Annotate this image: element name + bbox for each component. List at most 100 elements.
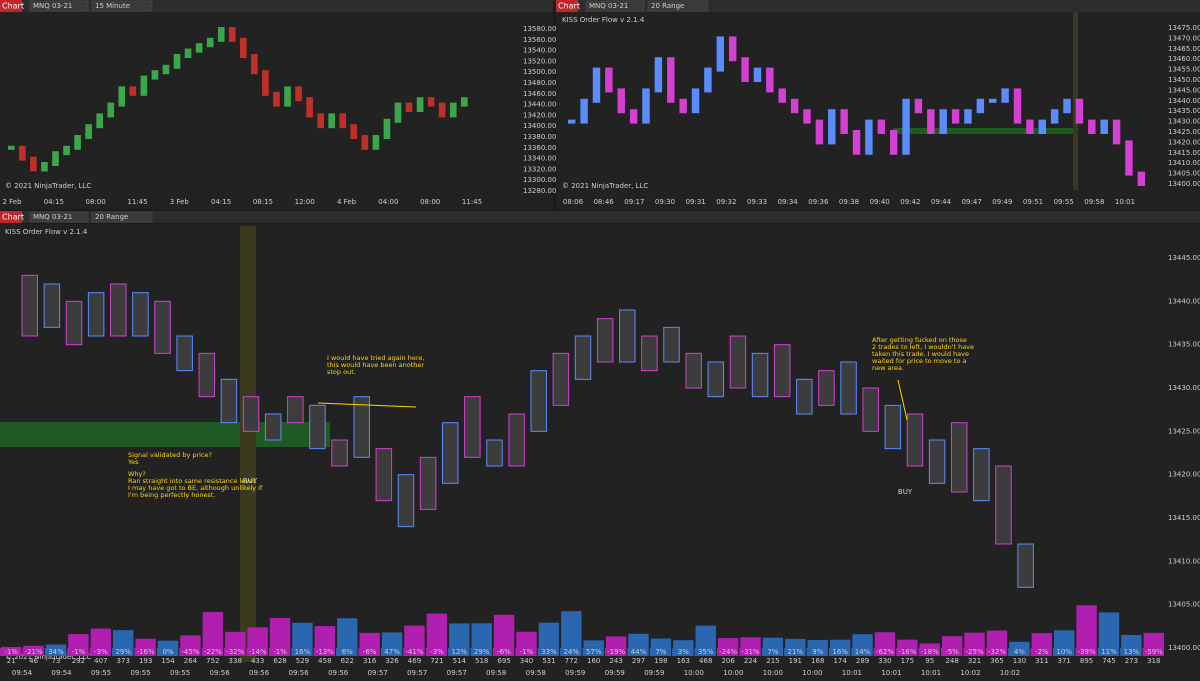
price-bar	[118, 86, 126, 107]
delta-cell	[560, 648, 582, 656]
volume-label: 292	[72, 657, 85, 665]
annotation: waited for price to move to a	[872, 357, 966, 365]
price-bar	[1001, 88, 1009, 103]
time-label: 10:00	[802, 669, 822, 677]
delta-label: 10%	[1056, 648, 1072, 656]
delta-cell	[89, 648, 112, 656]
price-bar	[629, 109, 638, 124]
instrument-box[interactable]	[585, 0, 645, 12]
price-label: 13440.00	[1168, 297, 1200, 305]
buy-signal: BUY	[243, 477, 258, 485]
price-label: 13475.00	[1168, 24, 1200, 32]
annotation: Why?	[128, 470, 146, 478]
instrument-box[interactable]	[29, 211, 89, 223]
interval[interactable]: 20 Range	[651, 2, 684, 10]
delta-label: -16%	[898, 648, 916, 656]
volume-bar	[964, 632, 985, 648]
volume-label: 198	[654, 657, 667, 665]
delta-label: -19%	[607, 648, 625, 656]
delta-cell	[492, 648, 515, 656]
volume-label: 264	[184, 657, 198, 665]
volume-bar	[919, 643, 940, 648]
time-label: 10:01	[1115, 198, 1135, 206]
instrument[interactable]: MNQ 03-21	[33, 213, 72, 221]
delta-label: -3%	[430, 648, 444, 656]
delta-label: -5%	[945, 648, 959, 656]
footprint-column	[530, 370, 547, 432]
price-bar	[217, 27, 225, 42]
time-label: 09:59	[644, 669, 664, 677]
time-label: 09:56	[249, 669, 270, 677]
chart-tab[interactable]	[0, 0, 22, 12]
price-bar	[240, 37, 247, 58]
volume-bar	[717, 638, 739, 648]
volume-label: 273	[1125, 657, 1138, 665]
chart-tab[interactable]	[556, 0, 578, 12]
delta-label: 4%	[1014, 648, 1025, 656]
volume-bar	[897, 639, 918, 648]
time-label: 09:31	[686, 198, 706, 206]
price-bar	[438, 102, 446, 118]
footprint-column	[287, 396, 304, 424]
volume-label: 721	[430, 657, 443, 665]
volume-bar	[23, 645, 44, 648]
delta-cell	[918, 648, 940, 656]
volume-label: 168	[811, 657, 824, 665]
instrument[interactable]: MNQ 03-21	[589, 2, 628, 10]
tab-label[interactable]: Chart	[2, 213, 24, 222]
price-bar	[416, 97, 424, 112]
delta-cell	[896, 648, 918, 656]
price-bar	[195, 43, 203, 53]
price-label: 13415.00	[1168, 514, 1200, 522]
footprint-column	[397, 474, 415, 528]
delta-cell	[739, 648, 761, 656]
interval-box[interactable]	[647, 0, 709, 12]
price-bar	[951, 109, 960, 124]
price-label: 13580.00	[523, 25, 556, 33]
volume-bar	[1031, 633, 1052, 648]
price-label: 13320.00	[523, 165, 556, 173]
footprint-column	[641, 335, 658, 372]
volume-bar	[1098, 612, 1120, 648]
price-bar	[284, 86, 291, 107]
time-label: 10:00	[723, 669, 743, 677]
price-bar	[129, 86, 137, 96]
price-bar	[361, 135, 369, 150]
price-label: 13280.00	[523, 187, 556, 195]
time-label: 09:56	[289, 669, 310, 677]
delta-label: 11%	[1101, 648, 1117, 656]
instrument[interactable]: MNQ 03-21	[33, 2, 72, 10]
delta-label: 29%	[474, 648, 490, 656]
annotation: 2 trades to left, I wouldn't have	[872, 343, 974, 351]
delta-cell	[761, 648, 784, 656]
price-bar	[30, 156, 37, 172]
footprint-column	[773, 344, 791, 398]
interval[interactable]: 20 Range	[95, 213, 128, 221]
interval[interactable]: 15 Minute	[95, 2, 130, 10]
chart-tab[interactable]	[0, 211, 22, 223]
volume-label: 321	[968, 657, 981, 665]
delta-cell	[224, 648, 246, 656]
tab-label[interactable]: Chart	[558, 2, 580, 11]
delta-cell	[1008, 648, 1030, 656]
volume-bar	[292, 622, 313, 648]
time-label: 09:49	[992, 198, 1012, 206]
volume-label: 163	[677, 657, 690, 665]
buy-signal: BUY	[898, 488, 913, 496]
footprint-column	[132, 292, 149, 337]
tab-label[interactable]: Chart	[2, 2, 24, 11]
footprint-column	[818, 370, 835, 406]
volume-label: 468	[699, 657, 712, 665]
instrument-box[interactable]	[29, 0, 89, 12]
delta-cell	[1030, 648, 1052, 656]
price-label: 13380.00	[523, 133, 556, 141]
footprint-column	[375, 448, 393, 502]
price-label: 13520.00	[523, 57, 556, 65]
time-label: 04:00	[378, 198, 398, 206]
delta-label: 6%	[342, 648, 353, 656]
annotation: I'm being perfectly honest.	[128, 491, 216, 499]
volume-label: 21	[7, 657, 16, 665]
volume-bar	[1009, 641, 1030, 648]
interval-box[interactable]	[91, 0, 153, 12]
interval-box[interactable]	[91, 211, 153, 223]
